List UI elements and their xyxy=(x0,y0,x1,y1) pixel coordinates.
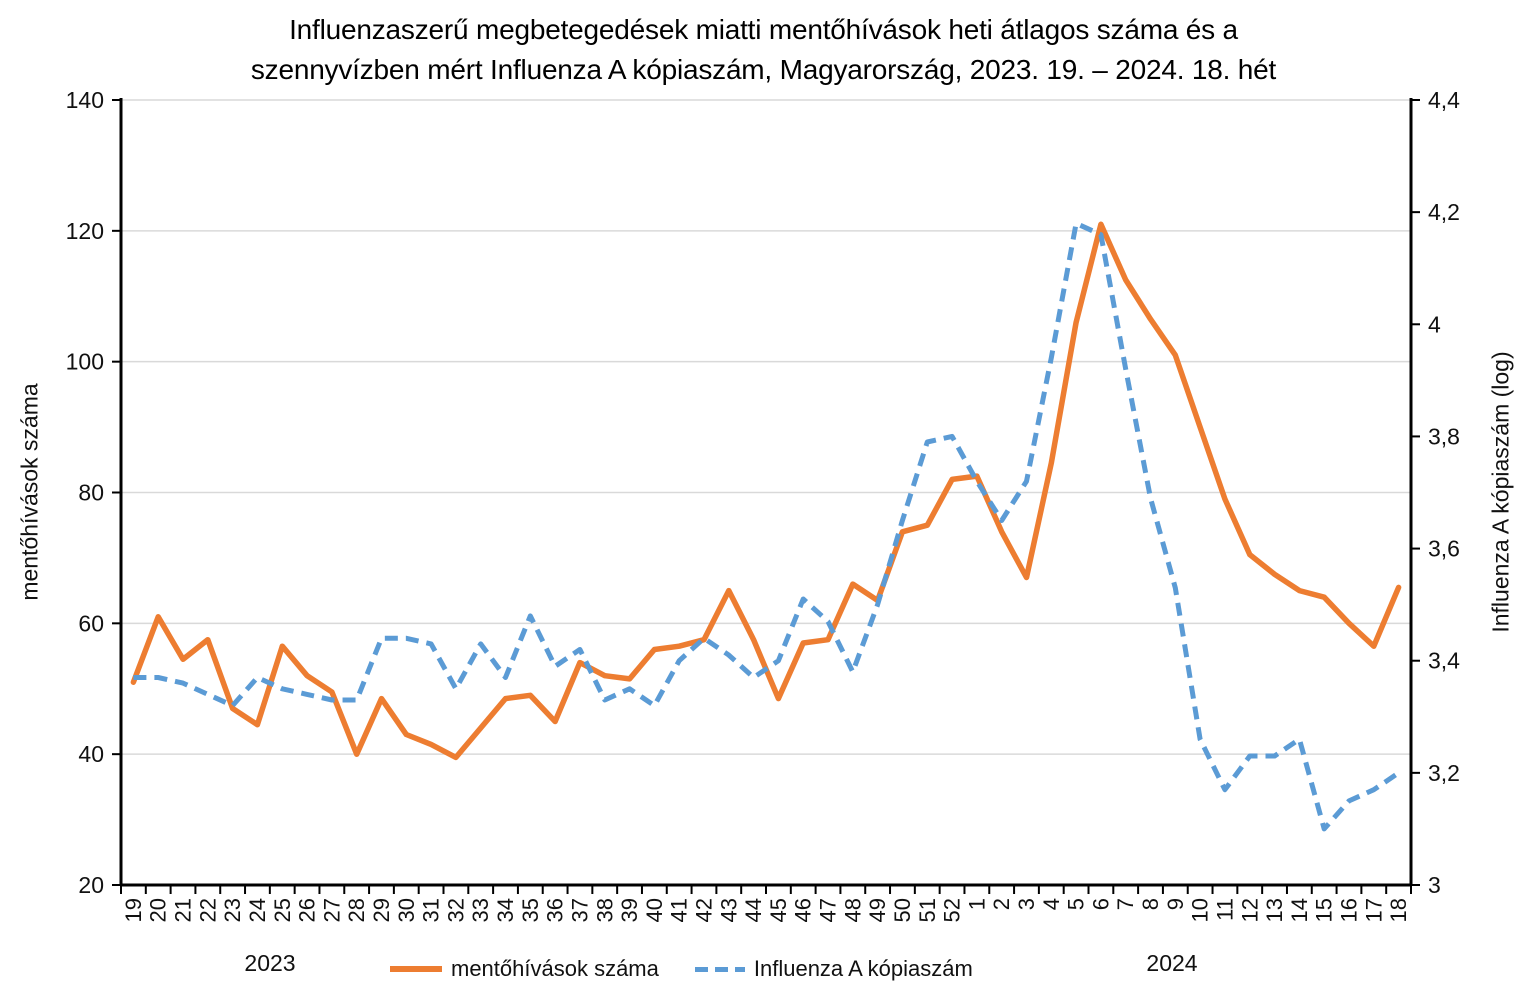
right-axis-tick-label: 4,4 xyxy=(1428,87,1460,113)
x-tick-label: 32 xyxy=(443,898,468,922)
x-tick-label: 18 xyxy=(1386,898,1411,922)
left-axis-tick-label: 20 xyxy=(78,872,104,898)
chart-title-line2: szennyvízben mért Influenza A kópiaszám,… xyxy=(250,54,1277,85)
x-tick-label: 3 xyxy=(1014,898,1039,910)
x-tick-label: 11 xyxy=(1212,898,1237,921)
x-tick-label: 38 xyxy=(592,898,617,922)
x-tick-label: 12 xyxy=(1237,898,1262,922)
x-tick-label: 36 xyxy=(543,898,568,922)
x-tick-label: 49 xyxy=(865,898,890,922)
x-tick-label: 7 xyxy=(1113,898,1138,910)
x-tick-label: 17 xyxy=(1361,898,1386,922)
right-axis-tick-label: 4 xyxy=(1428,311,1441,337)
x-tick-label: 20 xyxy=(146,898,171,922)
right-axis-tick-label: 4,2 xyxy=(1428,199,1460,225)
x-tick-label: 40 xyxy=(642,898,667,922)
year-label-2023: 2023 xyxy=(244,950,296,976)
x-tick-label: 35 xyxy=(518,898,543,922)
x-tick-label: 9 xyxy=(1163,898,1188,910)
left-axis-tick-label: 60 xyxy=(78,610,104,636)
x-tick-label: 50 xyxy=(890,898,915,922)
x-tick-label: 31 xyxy=(419,898,444,922)
left-axis-tick-label: 140 xyxy=(66,87,104,113)
left-axis-tick-label: 120 xyxy=(66,218,104,244)
year-label-2024: 2024 xyxy=(1146,950,1198,976)
chart-title: Influenzaszerű megbetegedések miatti men… xyxy=(0,10,1527,90)
series-line-influenza xyxy=(133,220,1401,832)
x-tick-label: 43 xyxy=(716,898,741,922)
x-tick-label: 23 xyxy=(220,898,245,922)
x-tick-label: 45 xyxy=(766,898,791,922)
x-tick-label: 41 xyxy=(667,898,692,922)
x-tick-label: 22 xyxy=(195,898,220,922)
x-tick-label: 48 xyxy=(840,898,865,922)
x-tick-label: 34 xyxy=(493,898,518,922)
x-tick-label: 5 xyxy=(1064,898,1089,910)
x-tick-label: 52 xyxy=(940,898,965,922)
x-tick-label: 39 xyxy=(617,898,642,922)
x-tick-label: 26 xyxy=(295,898,320,922)
right-axis-tick-label: 3,6 xyxy=(1428,536,1460,562)
x-tick-label: 44 xyxy=(741,898,766,922)
x-tick-label: 16 xyxy=(1336,898,1361,922)
x-tick-label: 21 xyxy=(171,898,196,922)
x-tick-label: 19 xyxy=(121,898,146,922)
chart-title-line1: Influenzaszerű megbetegedések miatti men… xyxy=(289,14,1238,45)
legend-label-influenza: Influenza A kópiaszám xyxy=(753,956,973,981)
x-tick-label: 33 xyxy=(468,898,493,922)
x-tick-label: 27 xyxy=(319,898,344,922)
x-tick-label: 8 xyxy=(1138,898,1163,910)
x-tick-label: 15 xyxy=(1312,898,1337,922)
left-axis-tick-label: 80 xyxy=(78,480,104,506)
right-axis-tick-label: 3 xyxy=(1428,872,1441,898)
x-tick-label: 37 xyxy=(567,898,592,922)
legend-label-mentohivasok: mentőhívások száma xyxy=(451,956,659,981)
legend-swatch-influenza xyxy=(694,966,745,972)
x-tick-label: 46 xyxy=(791,898,816,922)
x-tick-label: 24 xyxy=(245,898,270,922)
legend-swatch-mentohivasok xyxy=(390,966,442,972)
x-tick-label: 51 xyxy=(915,898,940,922)
right-axis-tick-label: 3,8 xyxy=(1428,423,1460,449)
x-tick-label: 30 xyxy=(394,898,419,922)
x-tick-label: 1 xyxy=(964,898,989,910)
series-line-mentohivasok xyxy=(130,221,1402,761)
x-tick-label: 14 xyxy=(1287,898,1312,922)
right-axis-tick-label: 3,4 xyxy=(1428,648,1460,674)
x-tick-label: 4 xyxy=(1039,898,1064,910)
x-tick-label: 47 xyxy=(816,898,841,922)
left-axis-title: mentőhívások száma xyxy=(16,383,43,601)
x-tick-label: 25 xyxy=(270,898,295,922)
x-tick-label: 42 xyxy=(691,898,716,922)
left-axis-tick-label: 40 xyxy=(78,741,104,767)
x-tick-label: 2 xyxy=(989,898,1014,910)
x-tick-label: 10 xyxy=(1188,898,1213,922)
x-tick-label: 28 xyxy=(344,898,369,922)
x-tick-label: 29 xyxy=(369,898,394,922)
x-tick-label: 6 xyxy=(1088,898,1113,910)
right-axis-title: Influenza A kópiaszám (log) xyxy=(1487,351,1514,633)
legend: mentőhívások száma Influenza A kópiaszám xyxy=(390,956,973,982)
left-axis-tick-label: 100 xyxy=(66,349,104,375)
x-tick-label: 13 xyxy=(1262,898,1287,922)
right-axis-tick-label: 3,2 xyxy=(1428,760,1460,786)
